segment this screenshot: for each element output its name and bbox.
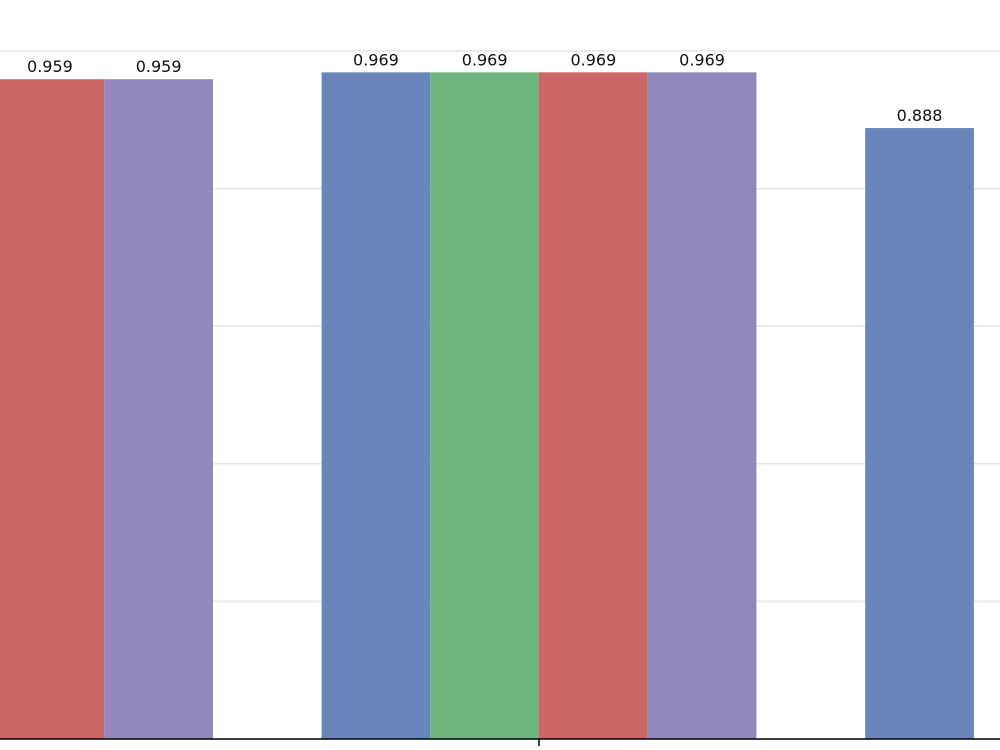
bar-value-label: 0.888	[897, 106, 943, 125]
bar-value-label: 0.969	[679, 50, 725, 69]
x-axis	[0, 738, 1000, 746]
bar-value-label: 0.969	[570, 50, 616, 69]
bar	[865, 128, 974, 739]
bar-value-label: 0.969	[353, 50, 399, 69]
bar	[647, 72, 757, 739]
bar-value-label: 0.959	[27, 57, 73, 76]
bars-layer	[0, 72, 974, 739]
bar	[0, 79, 105, 739]
data-labels-layer: 0.959 0.959 0.969 0.969 0.969 0.969 0.888	[27, 50, 942, 125]
bar	[539, 72, 648, 739]
bar-value-label: 0.969	[462, 50, 508, 69]
bar	[430, 72, 539, 739]
bar-value-label: 0.959	[136, 57, 182, 76]
bar	[104, 79, 213, 739]
bar	[321, 72, 431, 739]
